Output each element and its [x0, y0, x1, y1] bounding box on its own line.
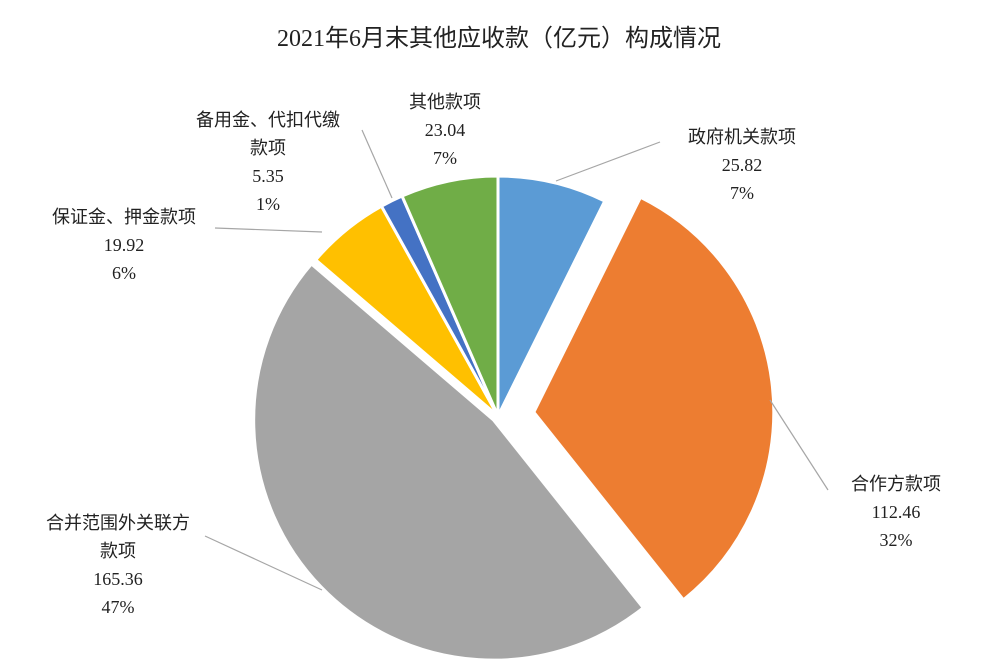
data-label: 合并范围外关联方款项 165.36 47% [38, 509, 198, 621]
label-percent: 7% [433, 148, 457, 168]
chart-title: 2021年6月末其他应收款（亿元）构成情况 [277, 26, 721, 52]
label-value: 165.36 [93, 569, 143, 589]
data-label: 保证金、押金款项 19.92 6% [39, 203, 209, 287]
label-value: 19.92 [103, 235, 145, 255]
label-value: 25.82 [721, 155, 763, 175]
label-value: 112.46 [871, 502, 921, 522]
pie-slice [532, 195, 776, 602]
label-percent: 6% [112, 263, 136, 283]
leader-line [555, 141, 661, 182]
label-name: 合并范围外关联方款项 [46, 513, 190, 561]
label-percent: 1% [256, 194, 280, 214]
label-name: 备用金、代扣代缴款项 [196, 110, 340, 158]
label-percent: 7% [730, 183, 754, 203]
label-percent: 47% [101, 597, 135, 617]
pie-slice [252, 261, 646, 660]
label-name: 保证金、押金款项 [52, 207, 196, 227]
pie-slice [400, 174, 500, 417]
leader-line [214, 227, 323, 233]
pie-slice [496, 174, 607, 417]
data-label: 备用金、代扣代缴款项 5.35 1% [188, 106, 348, 218]
label-value: 5.35 [252, 166, 284, 186]
leader-line [204, 535, 323, 591]
leader-line [361, 129, 393, 199]
data-label: 政府机关款项 25.82 7% [657, 123, 827, 207]
data-label: 合作方款项 112.46 32% [811, 470, 981, 554]
label-name: 政府机关款项 [688, 127, 796, 147]
label-percent: 32% [879, 530, 913, 550]
label-value: 23.04 [424, 120, 466, 140]
leader-line [769, 399, 829, 491]
label-name: 合作方款项 [851, 474, 941, 494]
data-label: 其他款项 23.04 7% [385, 88, 505, 172]
label-name: 其他款项 [409, 92, 481, 112]
